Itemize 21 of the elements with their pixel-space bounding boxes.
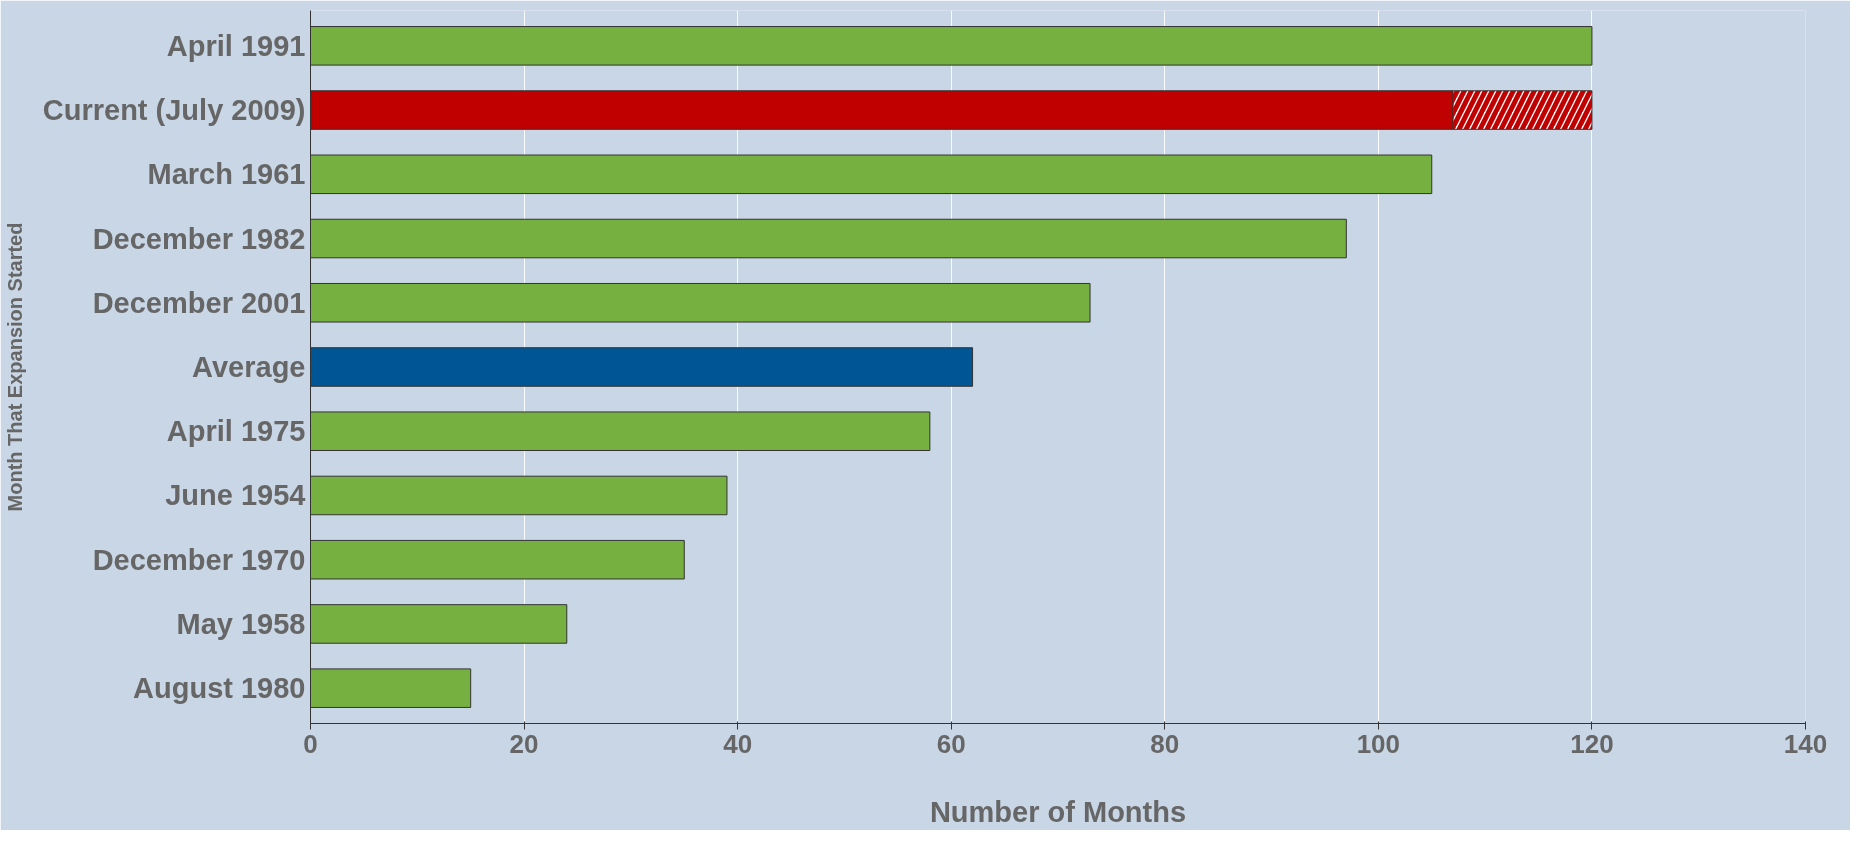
x-tick-label: 0 — [303, 728, 318, 759]
x-tick-label: 80 — [1150, 728, 1180, 759]
y-axis-title: Month That Expansion Started — [3, 222, 26, 512]
y-tick-label: December 1982 — [92, 222, 306, 255]
y-tick-label: Current (July 2009) — [42, 94, 306, 127]
y-tick-label: April 1991 — [166, 29, 306, 62]
y-tick-label: Average — [192, 351, 306, 383]
x-tick-label: 120 — [1570, 728, 1614, 759]
y-tick-label: April 1975 — [166, 415, 306, 448]
y-tick-label: December 1970 — [92, 543, 306, 576]
y-tick-label: August 1980 — [133, 672, 306, 705]
y-tick-label: December 2001 — [92, 286, 306, 319]
x-tick-label: 140 — [1783, 728, 1828, 759]
x-tick-label: 40 — [723, 728, 753, 759]
y-tick-label: March 1961 — [147, 158, 306, 191]
x-axis-title: Number of Months — [929, 795, 1187, 828]
x-tick-label: 100 — [1356, 728, 1401, 759]
y-tick-label: May 1958 — [176, 607, 306, 640]
y-tick-label: June 1954 — [165, 479, 306, 512]
x-tick-label: 20 — [509, 728, 539, 759]
x-tick-label: 60 — [936, 728, 966, 759]
